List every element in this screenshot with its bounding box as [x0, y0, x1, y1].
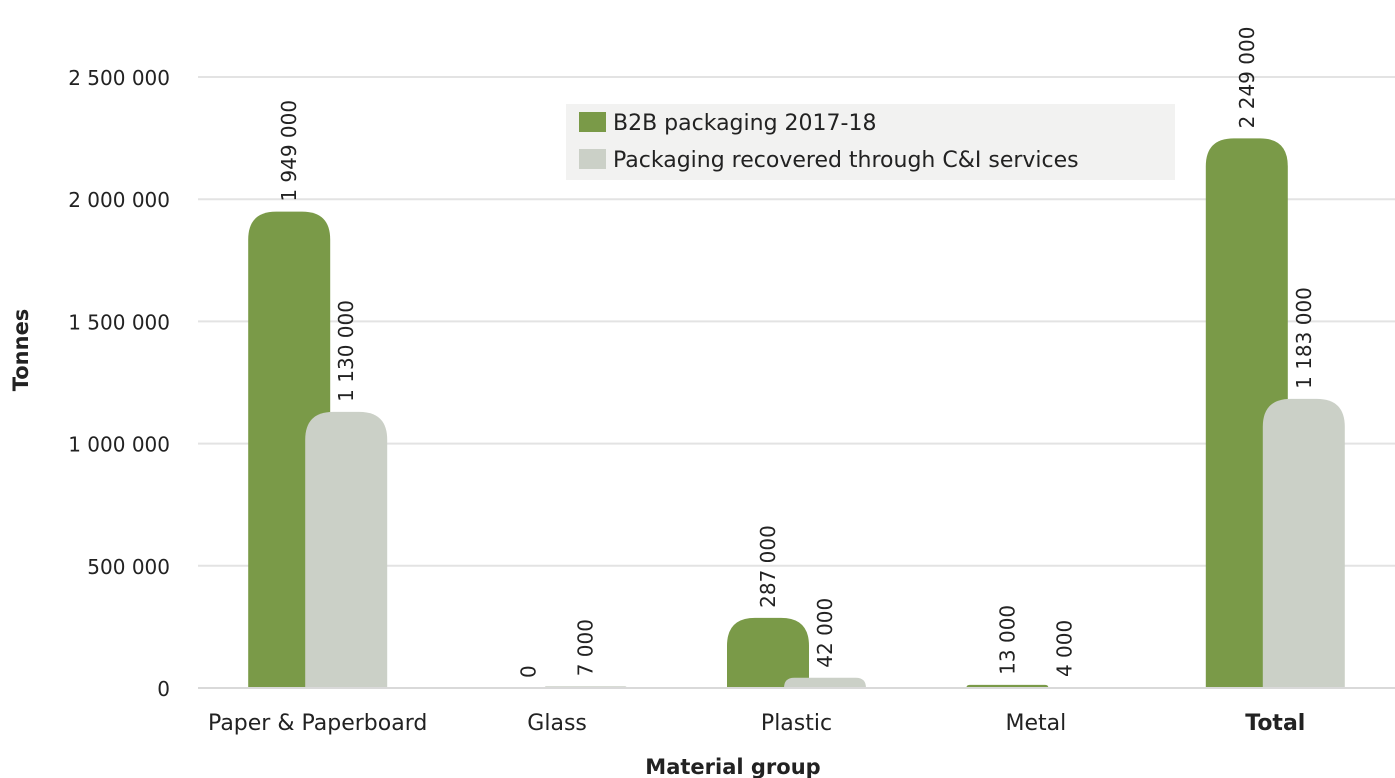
bar-b2b	[727, 617, 809, 688]
legend-label: B2B packaging 2017-18	[613, 111, 876, 136]
legend-label: Packaging recovered through C&I services	[613, 148, 1079, 173]
value-label: 1 949 000	[277, 100, 301, 202]
gridlines	[198, 76, 1395, 567]
value-label: 1 183 000	[1292, 287, 1316, 389]
x-axis-label: Material group	[645, 755, 820, 778]
bar-recovered	[1262, 398, 1345, 688]
x-tick-label: Metal	[1006, 711, 1067, 736]
value-label: 4 000	[1052, 620, 1076, 677]
bars	[248, 138, 1345, 688]
legend: B2B packaging 2017-18 Packaging recovered…	[566, 104, 1175, 180]
legend-box	[566, 104, 1175, 180]
legend-swatch	[579, 112, 606, 132]
y-tick-label: 1 500 000	[68, 310, 170, 334]
x-tick-label: Total	[1245, 711, 1305, 736]
data-labels: 1 949 000 1 130 000 0 7 000 287 000 42 000 13 …	[277, 27, 1316, 678]
y-axis-ticks: 0 500 000 1 000 000 1 500 000 2 000 000 2 500…	[68, 66, 170, 701]
bar-recovered	[784, 677, 866, 688]
value-label: 2 249 000	[1235, 27, 1259, 129]
x-tick-label: Plastic	[761, 711, 832, 736]
y-axis-label: Tonnes	[9, 309, 33, 392]
x-tick-label: Paper & Paperboard	[208, 711, 427, 736]
value-label: 0	[517, 665, 541, 678]
x-tick-label: Glass	[527, 711, 587, 736]
value-label: 287 000	[756, 525, 780, 608]
y-tick-label: 1 000 000	[68, 433, 170, 457]
y-tick-label: 2 500 000	[68, 66, 170, 90]
y-tick-label: 0	[157, 677, 170, 701]
x-axis-ticks: Paper & Paperboard Glass Plastic Metal Total	[208, 711, 1305, 736]
value-label: 1 130 000	[334, 300, 358, 402]
value-label: 42 000	[813, 598, 837, 668]
y-tick-label: 500 000	[87, 555, 170, 579]
legend-swatch	[579, 149, 606, 169]
value-label: 7 000	[574, 619, 598, 676]
y-tick-label: 2 000 000	[68, 188, 170, 212]
value-label: 13 000	[995, 605, 1019, 675]
bar-recovered	[305, 411, 388, 688]
